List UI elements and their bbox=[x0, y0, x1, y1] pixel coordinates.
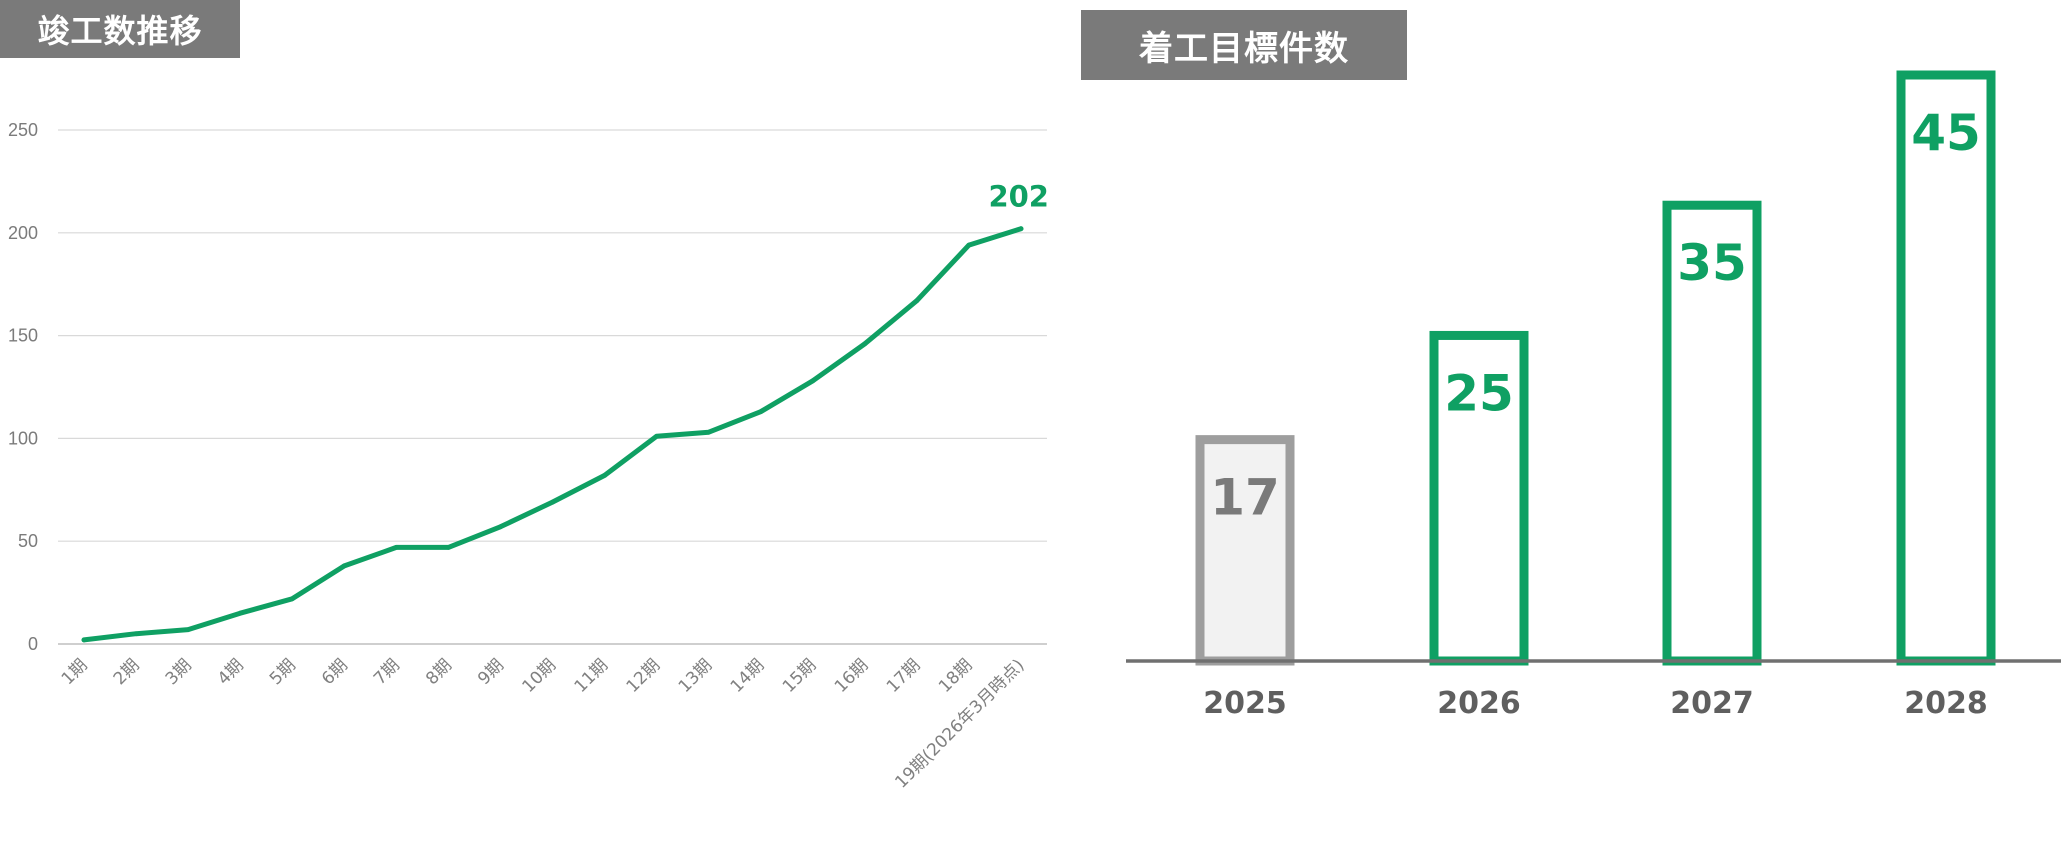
data-point bbox=[602, 473, 607, 478]
x-tick-label: 2026 bbox=[1437, 686, 1521, 721]
x-tick-label: 14期 bbox=[727, 655, 768, 696]
x-tick-label: 16期 bbox=[831, 655, 872, 696]
data-point bbox=[810, 378, 816, 384]
bar bbox=[1662, 200, 1762, 666]
bar bbox=[1896, 70, 1996, 666]
end-value-label: 202 bbox=[988, 180, 1049, 214]
targets-chart-title: 着工目標件数 bbox=[1081, 10, 1407, 80]
x-tick-label: 12期 bbox=[623, 655, 664, 696]
x-tick-label: 15期 bbox=[779, 655, 820, 696]
x-tick-label: 5期 bbox=[266, 655, 300, 689]
completions-line-chart: 0 50 100 150 200 250 1期 2期 3期 4期 5期 6期 7期 8期 9期 10期 11期 1… bbox=[8, 120, 1049, 793]
data-point bbox=[862, 341, 868, 347]
y-tick-label: 250 bbox=[8, 120, 38, 140]
data-point bbox=[81, 637, 87, 643]
data-point bbox=[289, 596, 295, 602]
bar-value-label: 35 bbox=[1677, 234, 1747, 292]
bar-value-label: 25 bbox=[1444, 364, 1514, 422]
data-point bbox=[185, 627, 191, 633]
data-point bbox=[966, 242, 972, 248]
x-tick-label: 2025 bbox=[1203, 686, 1287, 721]
completions-chart-title: 竣工数推移 bbox=[0, 0, 240, 58]
y-tick-label: 150 bbox=[8, 326, 38, 346]
x-tick-label: 3期 bbox=[162, 655, 196, 689]
data-point bbox=[341, 563, 347, 569]
x-tick-label: 7期 bbox=[370, 655, 404, 689]
x-tick-label: 11期 bbox=[571, 655, 612, 696]
y-tick-label: 100 bbox=[8, 428, 38, 448]
targets-bar-chart: 17 2025 25 2026 35 2027 45 2028 bbox=[1126, 70, 2061, 721]
data-point bbox=[393, 544, 399, 550]
x-tick-label: 10期 bbox=[519, 655, 560, 696]
data-point bbox=[498, 524, 503, 530]
x-tick-label: 2027 bbox=[1670, 686, 1754, 721]
x-tick-label: 9期 bbox=[474, 655, 508, 689]
x-tick-label: 18期 bbox=[935, 655, 976, 696]
bar bbox=[1195, 435, 1295, 666]
x-tick-label: 6期 bbox=[318, 655, 352, 689]
data-point bbox=[550, 499, 555, 505]
completions-chart-panel: 竣工数推移 0 50 100 150 200 250 1期 2期 3期 4期 5期 6期 7期 8期 9期 1… bbox=[0, 0, 1049, 793]
data-point bbox=[1018, 226, 1024, 232]
data-point bbox=[706, 429, 712, 435]
bar-value-label: 17 bbox=[1210, 469, 1280, 527]
x-tick-label: 13期 bbox=[675, 655, 716, 696]
bar-value-label: 45 bbox=[1911, 104, 1981, 162]
y-tick-label: 0 bbox=[28, 634, 38, 654]
x-tick-label: 4期 bbox=[214, 655, 248, 689]
data-point bbox=[237, 610, 243, 616]
series-line bbox=[81, 226, 1024, 643]
y-tick-label: 200 bbox=[8, 223, 38, 243]
x-tick-label: 2期 bbox=[110, 655, 144, 689]
x-tick-label: 8期 bbox=[422, 655, 456, 689]
x-tick-label: 2028 bbox=[1904, 686, 1988, 721]
data-point bbox=[758, 409, 764, 415]
x-tick-label: 1期 bbox=[58, 655, 92, 689]
data-point bbox=[445, 544, 451, 550]
y-tick-label: 50 bbox=[18, 531, 38, 551]
data-point bbox=[914, 298, 920, 304]
targets-chart-panel: 着工目標件数 17 2025 25 2026 35 2027 45 2028 bbox=[1060, 0, 2061, 853]
x-tick-label: 17期 bbox=[883, 655, 924, 696]
data-point bbox=[654, 433, 660, 439]
data-point bbox=[133, 631, 139, 637]
